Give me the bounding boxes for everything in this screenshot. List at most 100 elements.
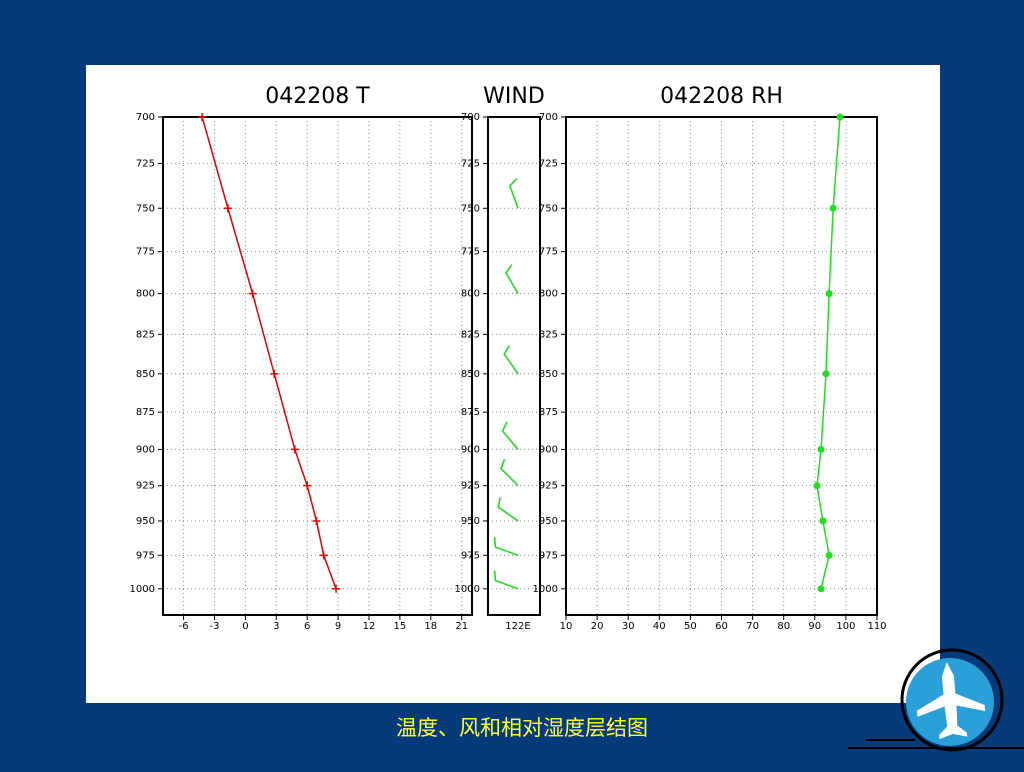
- wind-barb: [493, 570, 519, 590]
- x-tick-label: 6: [304, 621, 310, 632]
- point: [312, 516, 321, 525]
- y-tick-label: 725: [539, 158, 558, 169]
- point: [319, 551, 328, 560]
- point: [825, 551, 833, 559]
- point: [332, 584, 341, 593]
- title: 042208 RH: [660, 84, 783, 109]
- x-tick-label: 10: [560, 621, 573, 632]
- y-tick-label: 800: [461, 289, 480, 300]
- wind-barb: [493, 537, 519, 557]
- y-tick-label: 775: [136, 247, 155, 258]
- y-tick-label: 825: [136, 329, 155, 340]
- point: [270, 369, 279, 378]
- title: 042208 T: [265, 84, 370, 109]
- y-tick-label: 825: [461, 329, 480, 340]
- wind-barb: [505, 264, 519, 295]
- y-tick-label: 875: [136, 407, 155, 418]
- x-tick-label: 15: [394, 621, 407, 632]
- y-tick-label: 950: [461, 516, 480, 527]
- y-tick-label: 750: [539, 203, 558, 214]
- x-tick-label: 12: [363, 621, 376, 632]
- x-tick-label: 80: [777, 621, 790, 632]
- point: [198, 113, 207, 121]
- y-tick-label: 800: [539, 289, 558, 300]
- point: [817, 445, 825, 453]
- y-tick-label: 1000: [455, 584, 480, 595]
- point: [822, 370, 830, 378]
- y-tick-label: 750: [461, 203, 480, 214]
- point: [290, 445, 299, 454]
- y-tick-label: 775: [461, 247, 480, 258]
- point: [813, 482, 821, 490]
- x-tick-label: 70: [746, 621, 759, 632]
- y-tick-label: 700: [136, 112, 155, 123]
- y-tick-label: 875: [539, 407, 558, 418]
- y-tick-label: 925: [136, 481, 155, 492]
- x-tick-label: 0: [242, 621, 248, 632]
- point: [829, 204, 837, 212]
- x-tick-label: -6: [179, 621, 189, 632]
- y-tick-label: 700: [461, 112, 480, 123]
- point: [819, 517, 827, 525]
- axes-frame: [487, 116, 541, 616]
- y-tick-label: 925: [461, 481, 480, 492]
- x-tick-label: 18: [424, 621, 437, 632]
- y-tick-label: 950: [136, 516, 155, 527]
- y-tick-label: 950: [539, 516, 558, 527]
- chart-panel: [86, 65, 940, 703]
- y-tick-label: 975: [136, 550, 155, 561]
- axes-frame: [162, 116, 473, 616]
- x-tick-label: 60: [715, 621, 728, 632]
- x-tick-label: 122E: [505, 621, 530, 632]
- y-tick-label: 800: [136, 289, 155, 300]
- x-tick-label: -3: [210, 621, 220, 632]
- x-tick-label: 3: [273, 621, 279, 632]
- title: WIND: [483, 84, 545, 109]
- point: [303, 481, 312, 490]
- y-tick-label: 750: [136, 203, 155, 214]
- x-tick-label: 100: [836, 621, 855, 632]
- point: [836, 113, 844, 121]
- y-tick-label: 975: [539, 550, 558, 561]
- x-tick-label: 110: [867, 621, 886, 632]
- y-tick-label: 1000: [130, 584, 155, 595]
- y-tick-label: 825: [539, 329, 558, 340]
- panel: 042208 T 700 725 750 775 800 825 850 875 900 925 95…: [130, 84, 473, 632]
- y-tick-label: 900: [136, 444, 155, 455]
- logo: [848, 648, 1024, 752]
- axes-frame: [565, 116, 878, 616]
- y-tick-label: 925: [539, 481, 558, 492]
- x-tick-label: 50: [684, 621, 697, 632]
- y-tick-label: 975: [461, 550, 480, 561]
- y-tick-label: 725: [136, 158, 155, 169]
- caption: 温度、风和相对湿度层结图: [396, 716, 648, 740]
- wind-barb: [503, 345, 519, 375]
- y-tick-label: 850: [136, 369, 155, 380]
- point: [825, 290, 833, 298]
- y-tick-label: 775: [539, 247, 558, 258]
- y-tick-label: 875: [461, 407, 480, 418]
- y-tick-label: 900: [461, 444, 480, 455]
- wind-barb: [497, 497, 519, 522]
- point: [248, 289, 257, 298]
- x-tick-label: 21: [455, 621, 468, 632]
- y-tick-label: 1000: [533, 584, 558, 595]
- wind-barb: [501, 421, 519, 450]
- y-tick-label: 725: [461, 158, 480, 169]
- x-tick-label: 9: [335, 621, 341, 632]
- wind-barb: [508, 178, 519, 209]
- panel: 042208 RH 700 725 750 775 800 825 850 875 900 925 9…: [533, 84, 887, 632]
- point: [223, 204, 232, 213]
- y-tick-label: 900: [539, 444, 558, 455]
- point: [817, 585, 825, 593]
- y-tick-label: 700: [539, 112, 558, 123]
- x-tick-label: 30: [622, 621, 635, 632]
- x-tick-label: 90: [808, 621, 821, 632]
- x-tick-label: 40: [653, 621, 666, 632]
- y-tick-label: 850: [461, 369, 480, 380]
- y-tick-label: 850: [539, 369, 558, 380]
- wind-barb: [500, 459, 519, 487]
- x-tick-label: 20: [591, 621, 604, 632]
